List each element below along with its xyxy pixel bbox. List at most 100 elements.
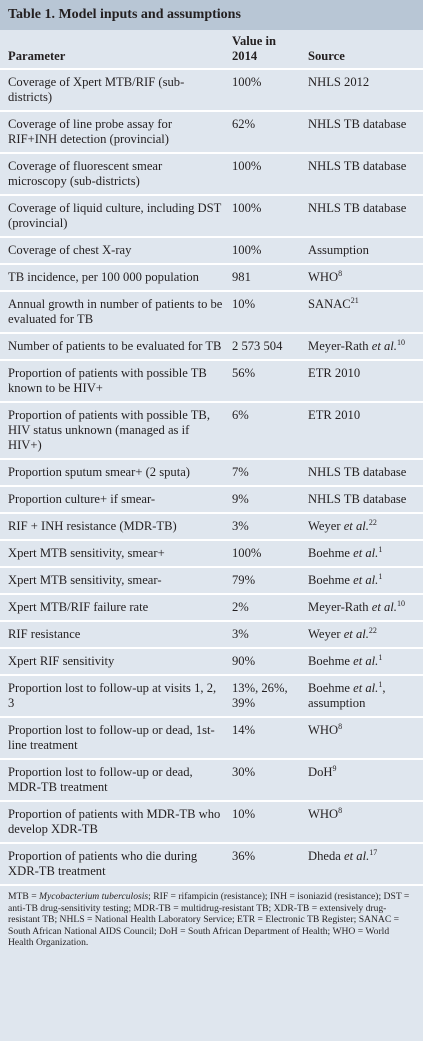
- value-cell: 100%: [228, 540, 304, 568]
- text-segment: 9: [332, 763, 337, 773]
- parameter-cell: Coverage of line probe assay for RIF+INH…: [0, 111, 228, 154]
- value-cell: 13%, 26%, 39%: [228, 675, 304, 718]
- text-segment: Boehme: [308, 681, 354, 695]
- parameter-cell: TB incidence, per 100 000 population: [0, 264, 228, 292]
- source-cell: Boehme et al.1, assumption: [304, 675, 423, 718]
- text-segment: Weyer: [308, 519, 344, 533]
- parameter-cell: RIF + INH resistance (MDR-TB): [0, 513, 228, 541]
- text-segment: WHO: [308, 270, 339, 284]
- parameter-cell: Proportion of patients who die during XD…: [0, 843, 228, 886]
- text-segment: 17: [369, 847, 378, 857]
- text-segment: 1: [378, 679, 383, 689]
- text-segment: Boehme: [308, 573, 354, 587]
- value-cell: 7%: [228, 459, 304, 487]
- text-segment: et al.: [353, 573, 379, 587]
- value-cell: 2 573 504: [228, 333, 304, 361]
- source-cell: Boehme et al.1: [304, 648, 423, 676]
- parameter-cell: Proportion sputum smear+ (2 sputa): [0, 459, 228, 487]
- table-row: RIF + INH resistance (MDR-TB) 3% Weyer et …: [0, 513, 423, 541]
- parameter-cell: Proportion lost to follow-up or dead, MD…: [0, 759, 228, 802]
- text-segment: 1: [378, 544, 383, 554]
- text-segment: ETR 2010: [308, 366, 361, 380]
- source-cell: Dheda et al.17: [304, 843, 423, 886]
- parameter-cell: Xpert RIF sensitivity: [0, 648, 228, 676]
- parameter-cell: Coverage of Xpert MTB/RIF (sub-districts…: [0, 69, 228, 112]
- table-row: Coverage of line probe assay for RIF+INH…: [0, 111, 423, 154]
- parameter-cell: RIF resistance: [0, 621, 228, 649]
- text-segment: SANAC: [308, 297, 351, 311]
- text-segment: NHLS TB database: [308, 201, 407, 215]
- source-cell: Meyer-Rath et al.10: [304, 333, 423, 361]
- value-cell: 36%: [228, 843, 304, 886]
- value-cell: 9%: [228, 486, 304, 514]
- parameter-cell: Proportion of patients with possible TB,…: [0, 402, 228, 460]
- parameter-cell: Proportion of patients with MDR-TB who d…: [0, 801, 228, 844]
- text-segment: MTB =: [8, 891, 39, 902]
- value-cell: 100%: [228, 237, 304, 265]
- text-segment: 1: [378, 652, 383, 662]
- text-segment: ETR 2010: [308, 408, 361, 422]
- table-row: Proportion lost to follow-up or dead, 1s…: [0, 717, 423, 760]
- parameter-cell: Coverage of liquid culture, including DS…: [0, 195, 228, 238]
- text-segment: Assumption: [308, 243, 369, 257]
- source-cell: NHLS TB database: [304, 459, 423, 487]
- text-segment: 8: [338, 805, 343, 815]
- text-segment: 21: [350, 295, 359, 305]
- value-cell: 79%: [228, 567, 304, 595]
- source-cell: DoH9: [304, 759, 423, 802]
- text-segment: et al.: [353, 654, 379, 668]
- table-row: Coverage of Xpert MTB/RIF (sub-districts…: [0, 69, 423, 112]
- text-segment: 10: [396, 337, 405, 347]
- header-cell: Source: [304, 30, 423, 70]
- source-cell: ETR 2010: [304, 360, 423, 403]
- text-segment: NHLS TB database: [308, 159, 407, 173]
- text-segment: NHLS TB database: [308, 117, 407, 131]
- header-cell: Parameter: [0, 30, 228, 70]
- text-segment: NHLS 2012: [308, 75, 370, 89]
- source-cell: ETR 2010: [304, 402, 423, 460]
- table-row: Proportion lost to follow-up or dead, MD…: [0, 759, 423, 802]
- table-row: Proportion lost to follow-up at visits 1…: [0, 675, 423, 718]
- text-segment: 8: [338, 268, 343, 278]
- source-cell: SANAC21: [304, 291, 423, 334]
- table-row: TB incidence, per 100 000 population 981 W…: [0, 264, 423, 292]
- source-cell: Boehme et al.1: [304, 540, 423, 568]
- parameter-cell: Proportion of patients with possible TB …: [0, 360, 228, 403]
- value-cell: 30%: [228, 759, 304, 802]
- text-segment: DoH: [308, 765, 333, 779]
- value-cell: 90%: [228, 648, 304, 676]
- value-cell: 3%: [228, 513, 304, 541]
- text-segment: Boehme: [308, 546, 354, 560]
- text-segment: et al.: [353, 546, 379, 560]
- text-segment: et al.: [353, 681, 379, 695]
- text-segment: , assumption: [308, 681, 386, 710]
- table-row: Xpert MTB/RIF failure rate 2% Meyer-Rath e…: [0, 594, 423, 622]
- text-segment: et al.: [343, 627, 369, 641]
- table-row: Xpert MTB sensitivity, smear+ 100% Boehme …: [0, 540, 423, 568]
- text-segment: 8: [338, 721, 343, 731]
- table-row: Proportion of patients who die during XD…: [0, 843, 423, 886]
- source-cell: Weyer et al.22: [304, 513, 423, 541]
- parameter-cell: Proportion culture+ if smear-: [0, 486, 228, 514]
- text-segment: Meyer-Rath: [308, 339, 372, 353]
- value-cell: 10%: [228, 801, 304, 844]
- text-segment: Meyer-Rath: [308, 600, 372, 614]
- table: Parameter Value in 2014 Source Coverage …: [0, 30, 423, 886]
- parameter-cell: Number of patients to be evaluated for T…: [0, 333, 228, 361]
- source-cell: WHO8: [304, 264, 423, 292]
- parameter-cell: Xpert MTB sensitivity, smear-: [0, 567, 228, 595]
- text-segment: 1: [378, 571, 383, 581]
- table-row: Proportion culture+ if smear- 9% NHLS TB d…: [0, 486, 423, 514]
- table-row: Proportion of patients with MDR-TB who d…: [0, 801, 423, 844]
- table-row: Coverage of chest X-ray 100% Assumption: [0, 237, 423, 265]
- text-segment: 10: [396, 598, 405, 608]
- parameter-cell: Xpert MTB/RIF failure rate: [0, 594, 228, 622]
- header-cell: Value in 2014: [228, 30, 304, 70]
- source-cell: NHLS TB database: [304, 153, 423, 196]
- text-segment: WHO: [308, 723, 339, 737]
- value-cell: 6%: [228, 402, 304, 460]
- footnote: MTB = Mycobacterium tuberculosis; RIF = …: [0, 886, 423, 949]
- value-cell: 3%: [228, 621, 304, 649]
- value-cell: 100%: [228, 69, 304, 112]
